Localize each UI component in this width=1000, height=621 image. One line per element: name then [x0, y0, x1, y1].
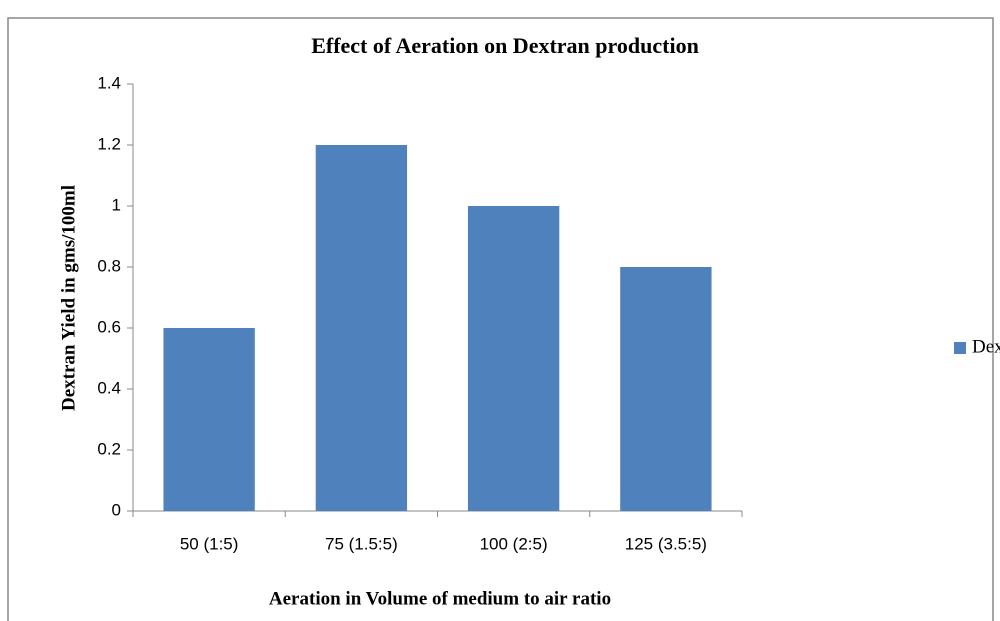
y-tick-label: 1	[112, 195, 121, 214]
legend-swatch	[954, 342, 966, 354]
bar	[620, 267, 712, 511]
y-tick-label: 1.4	[97, 73, 121, 92]
x-tick-label: 100 (2:5)	[480, 534, 548, 553]
y-tick-label: 1.2	[97, 134, 121, 153]
bar	[315, 145, 408, 511]
bar	[163, 328, 255, 511]
x-tick-label: 50 (1:5)	[180, 534, 239, 553]
chart-title: Effect of Aeration on Dextran production	[311, 33, 699, 58]
y-tick-label: 0.2	[97, 439, 121, 458]
legend-label: Dextran Yield in gms/100ml	[972, 336, 1000, 357]
bar	[467, 206, 560, 511]
y-tick-label: 0.8	[97, 256, 121, 275]
x-tick-label: 75 (1.5:5)	[325, 534, 398, 553]
y-tick-label: 0	[112, 500, 121, 519]
x-tick-label: 125 (3.5:5)	[625, 534, 707, 553]
x-axis-label: Aeration in Volume of medium to air rati…	[269, 588, 611, 609]
y-tick-label: 0.6	[97, 317, 121, 336]
y-axis-label: Dextran Yield in gms/100ml	[58, 185, 79, 411]
y-tick-label: 0.4	[97, 378, 121, 397]
